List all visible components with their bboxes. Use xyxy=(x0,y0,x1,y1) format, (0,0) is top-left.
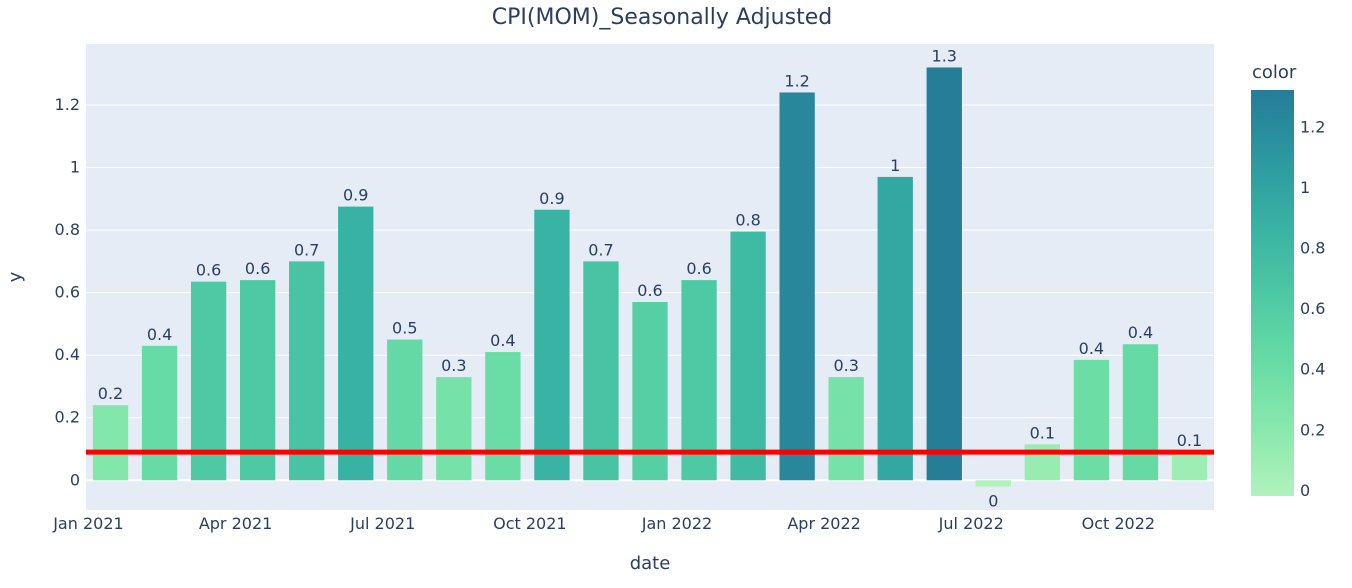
x-axis-title: date xyxy=(630,553,671,574)
bar-data-label: 0.4 xyxy=(147,325,172,344)
bar xyxy=(387,339,423,481)
colorbar-tick-label: 0 xyxy=(1300,481,1310,500)
colorbar: color 0 0.2 0.4 0.6 0.8 1 1.2 xyxy=(1251,62,1325,500)
y-tick-label: 0.2 xyxy=(55,408,80,427)
colorbar-tick-label: 0.6 xyxy=(1300,299,1325,318)
bar-data-label: 0.7 xyxy=(294,240,319,259)
bar xyxy=(141,345,178,481)
colorbar-title: color xyxy=(1252,62,1297,83)
y-tick-label: 1 xyxy=(70,158,80,177)
bar-data-label: 0.3 xyxy=(833,356,858,375)
bar-data-label: 0.4 xyxy=(490,331,515,350)
y-tick-label: 0.4 xyxy=(55,345,80,364)
bar-data-label: 0.1 xyxy=(1030,423,1055,442)
bar-data-label: 0.1 xyxy=(1177,431,1202,450)
bar xyxy=(877,176,913,481)
bar xyxy=(926,67,962,481)
bar xyxy=(1171,452,1208,481)
x-tick-label: Jul 2021 xyxy=(349,514,415,533)
bar-data-label: 0.8 xyxy=(735,211,760,230)
bar xyxy=(92,405,129,481)
x-tick-label: Apr 2022 xyxy=(787,514,860,533)
y-axis-title: y xyxy=(5,271,26,282)
bar xyxy=(239,280,276,481)
colorbar-tick-label: 0.4 xyxy=(1300,360,1325,379)
bar-data-label: 0.4 xyxy=(1128,323,1153,342)
bar xyxy=(534,209,570,481)
bar xyxy=(828,377,864,481)
y-tick-label: 1.2 xyxy=(55,95,80,114)
x-tick-label: Oct 2022 xyxy=(1082,514,1155,533)
bar-data-label: 0.7 xyxy=(588,240,613,259)
colorbar-tick-label: 1 xyxy=(1300,178,1310,197)
bar-data-label: 0.6 xyxy=(686,259,711,278)
bar-data-label: 0.2 xyxy=(98,384,123,403)
bar-data-label: 0.6 xyxy=(245,259,270,278)
colorbar-scale xyxy=(1251,90,1294,496)
bars: 0.2 0.4 0.6 0.6 0.7 0.9 0.5 0.3 0.4 0.9 0.7 0.6 0.6 0… xyxy=(92,46,1208,511)
bar xyxy=(1073,359,1110,481)
bar-data-label: 0.5 xyxy=(392,319,417,338)
x-axis-ticks: Jan 2021 Apr 2021 Jul 2021 Oct 2021 Jan 2022… xyxy=(52,514,1155,533)
bar-data-label: 1.2 xyxy=(784,71,809,90)
x-tick-label: Jan 2022 xyxy=(641,514,712,533)
bar-data-label: 0.9 xyxy=(539,189,564,208)
bar-data-label: 1 xyxy=(890,156,900,175)
bar-data-label: 0.4 xyxy=(1079,339,1104,358)
colorbar-ticks: 0 0.2 0.4 0.6 0.8 1 1.2 xyxy=(1300,117,1325,500)
bar-data-label: 0 xyxy=(988,492,998,511)
bar-data-label: 1.3 xyxy=(932,46,957,65)
x-tick-label: Jul 2022 xyxy=(938,514,1004,533)
bar xyxy=(190,281,227,481)
bar-data-label: 0.3 xyxy=(441,356,466,375)
bar xyxy=(730,231,766,481)
bar xyxy=(681,280,717,481)
bar-data-label: 0.6 xyxy=(637,281,662,300)
bar xyxy=(485,352,521,481)
colorbar-tick-label: 0.8 xyxy=(1300,239,1325,258)
bar xyxy=(289,261,325,481)
chart-title: CPI(MOM)_Seasonally Adjusted xyxy=(492,5,832,30)
bar xyxy=(338,206,374,481)
bar xyxy=(436,377,472,481)
bar-data-label: 0.9 xyxy=(343,186,368,205)
bar xyxy=(1122,344,1159,481)
bar-data-label: 0.6 xyxy=(196,261,221,280)
colorbar-tick-label: 0.2 xyxy=(1300,420,1325,439)
bar xyxy=(583,261,619,481)
y-tick-label: 0.6 xyxy=(55,283,80,302)
x-tick-label: Jan 2021 xyxy=(52,514,123,533)
y-tick-label: 0.8 xyxy=(55,220,80,239)
y-axis-ticks: 0 0.2 0.4 0.6 0.8 1 1.2 xyxy=(55,95,80,489)
y-tick-label: 0 xyxy=(70,470,80,489)
bar xyxy=(975,480,1011,487)
x-tick-label: Apr 2021 xyxy=(199,514,272,533)
colorbar-tick-label: 1.2 xyxy=(1300,117,1325,136)
bar xyxy=(779,92,815,481)
x-tick-label: Oct 2021 xyxy=(493,514,566,533)
